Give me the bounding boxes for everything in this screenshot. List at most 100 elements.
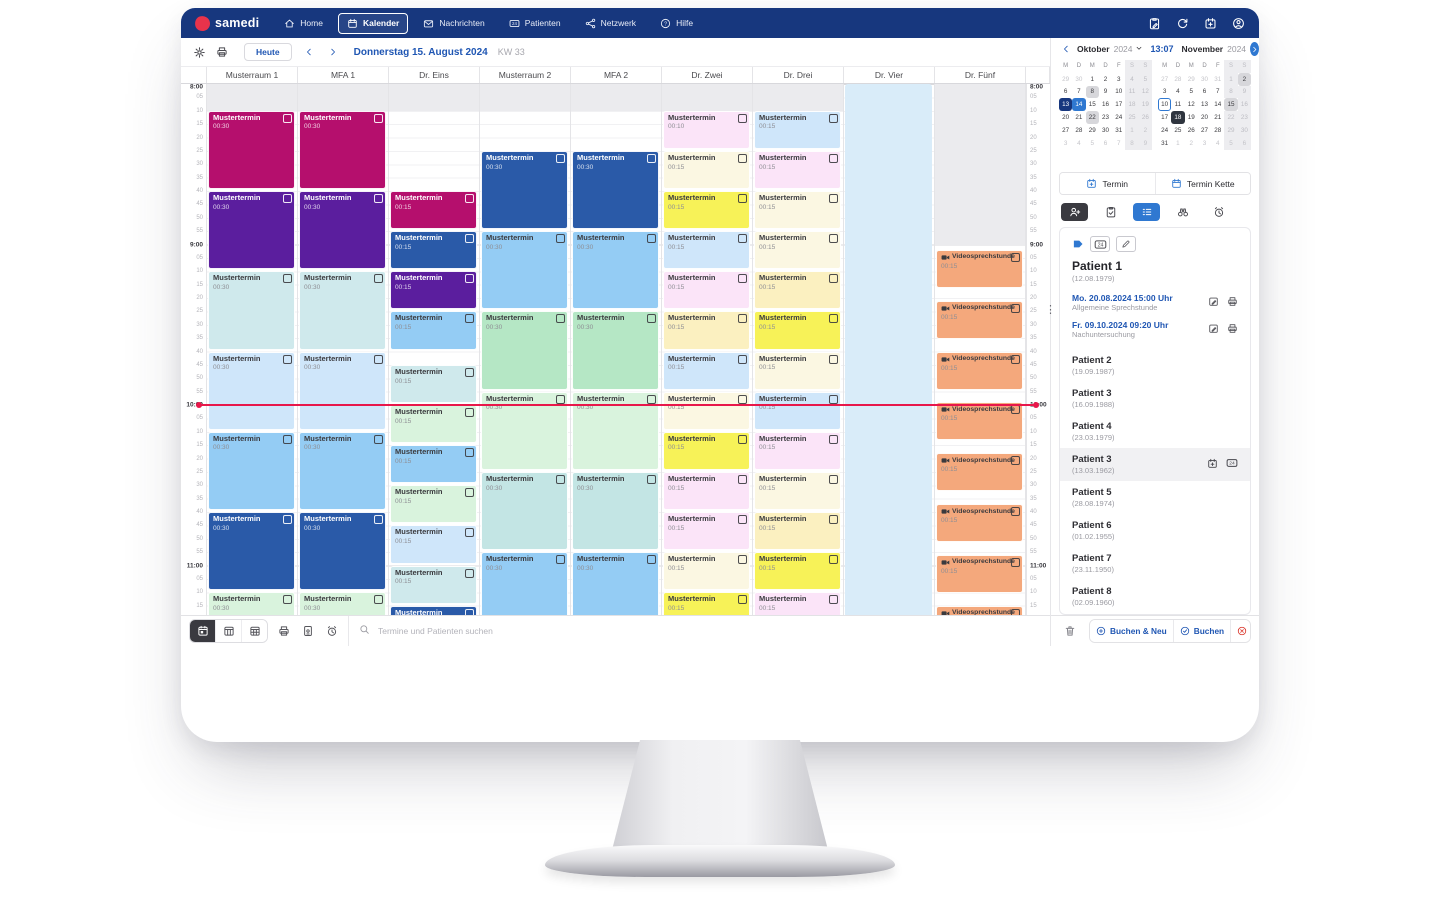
device-overview-icon[interactable] bbox=[300, 625, 316, 637]
mini-calendar-day[interactable]: 6 bbox=[1237, 136, 1251, 150]
calendar-edit-icon[interactable] bbox=[1208, 321, 1219, 339]
mini-calendar-day[interactable]: 3 bbox=[1162, 88, 1167, 96]
mini-calendar-day[interactable]: 26 bbox=[1138, 111, 1152, 124]
mini-calendar-day[interactable]: 23 bbox=[1237, 111, 1251, 124]
appointment-checkbox[interactable] bbox=[374, 595, 383, 605]
mini-calendar-day[interactable]: 19 bbox=[1187, 114, 1195, 122]
patient-list-item[interactable]: Patient 4 (23.03.1979) bbox=[1060, 415, 1250, 448]
appointment[interactable]: Mustertermin 00:30 bbox=[481, 150, 568, 230]
appointment-checkbox[interactable] bbox=[829, 194, 838, 203]
mini-calendar-day[interactable]: 17 bbox=[1161, 114, 1169, 122]
mini-calendar-day[interactable]: 29 bbox=[1224, 123, 1238, 137]
calendar-plus-icon[interactable] bbox=[1207, 456, 1218, 474]
appointment[interactable]: Mustertermin 00:30 bbox=[572, 150, 659, 230]
mini-calendar-day[interactable]: 7 bbox=[1117, 139, 1121, 147]
appointment[interactable]: Mustertermin 00:30 bbox=[481, 552, 568, 615]
appointment-checkbox[interactable] bbox=[374, 434, 383, 444]
mini-calendar-day[interactable]: 27 bbox=[1161, 75, 1169, 83]
appointment-checkbox[interactable] bbox=[283, 194, 292, 203]
view-mode-cal-day[interactable] bbox=[190, 620, 215, 642]
mini-calendar-day[interactable]: 5 bbox=[1138, 72, 1152, 86]
appointment-checkbox[interactable] bbox=[465, 448, 474, 458]
appointment-checkbox[interactable] bbox=[1011, 303, 1020, 313]
appointment-checkbox[interactable] bbox=[374, 194, 383, 203]
appointment-checkbox[interactable] bbox=[556, 394, 565, 404]
mini-calendar-day[interactable]: 2 bbox=[1237, 72, 1251, 86]
mini-calendar-day[interactable]: 15 bbox=[1088, 101, 1096, 109]
calendar-edit-icon[interactable] bbox=[1208, 294, 1219, 312]
appointment-checkbox[interactable] bbox=[465, 608, 474, 615]
mini-calendar-day[interactable]: 28 bbox=[1075, 126, 1083, 134]
mini-calendar-day[interactable]: 12 bbox=[1138, 85, 1152, 99]
patient-list-item[interactable]: Patient 6 (01.02.1955) bbox=[1060, 514, 1250, 547]
month-select-left[interactable]: Oktober 2024 bbox=[1077, 44, 1143, 54]
mini-calendar-day[interactable]: 31 bbox=[1214, 75, 1222, 83]
mini-calendar-day[interactable]: 4 bbox=[1216, 139, 1220, 147]
sidebar-resize-handle[interactable]: ⋮ bbox=[1045, 304, 1056, 316]
buchen-button[interactable]: Buchen bbox=[1172, 620, 1231, 642]
appointment-checkbox[interactable] bbox=[556, 314, 565, 324]
appointment-checkbox[interactable] bbox=[647, 314, 656, 324]
appointment-checkbox[interactable] bbox=[1011, 252, 1020, 262]
mini-calendar-day[interactable]: 19 bbox=[1138, 98, 1152, 112]
mini-calendar-day[interactable]: 4 bbox=[1125, 72, 1139, 86]
mini-calendar-day[interactable]: 24 bbox=[1115, 114, 1123, 122]
mini-calendar-day[interactable]: 29 bbox=[1187, 75, 1195, 83]
appointment-checkbox[interactable] bbox=[556, 474, 565, 484]
appointment-checkbox[interactable] bbox=[1011, 557, 1020, 567]
mini-calendar-day[interactable]: 30 bbox=[1075, 75, 1083, 83]
appointment-checkbox[interactable] bbox=[1011, 506, 1020, 516]
appointment-checkbox[interactable] bbox=[829, 595, 838, 605]
mini-calendar-day[interactable]: 25 bbox=[1125, 111, 1139, 124]
mini-calendar-day[interactable]: 5 bbox=[1090, 139, 1094, 147]
mini-calendar-day[interactable]: 14 bbox=[1072, 98, 1086, 112]
insurance-card-icon[interactable]: 24 bbox=[1226, 456, 1238, 474]
account-icon[interactable] bbox=[1232, 17, 1245, 30]
calendar-plus-icon[interactable] bbox=[1204, 17, 1217, 30]
mini-calendar-day[interactable]: 8 bbox=[1224, 85, 1238, 99]
appointment[interactable]: Mustertermin 00:30 bbox=[572, 552, 659, 615]
appointment-checkbox[interactable] bbox=[283, 354, 292, 364]
settings-gear-icon[interactable] bbox=[193, 46, 206, 59]
appointment[interactable]: Mustertermin 00:30 bbox=[481, 471, 568, 551]
mini-calendar-day[interactable]: 29 bbox=[1088, 126, 1096, 134]
edit-pencil-icon[interactable] bbox=[1116, 236, 1136, 252]
appointment-checkbox[interactable] bbox=[465, 488, 474, 498]
appointment-checkbox[interactable] bbox=[465, 234, 474, 244]
mini-calendar-day[interactable]: 13 bbox=[1059, 98, 1073, 112]
mini-calendar-day[interactable]: 2 bbox=[1138, 123, 1152, 137]
appointment-checkbox[interactable] bbox=[829, 153, 838, 163]
appointment-checkbox[interactable] bbox=[1011, 405, 1020, 415]
mini-calendar-day[interactable]: 28 bbox=[1174, 75, 1182, 83]
mini-calendar-day[interactable]: 9 bbox=[1138, 136, 1152, 150]
print-icon[interactable] bbox=[1227, 321, 1238, 339]
mini-calendar-day[interactable]: 1 bbox=[1176, 139, 1180, 147]
appointment-checkbox[interactable] bbox=[374, 515, 383, 524]
icon-tab-alarm[interactable] bbox=[1205, 203, 1232, 221]
mini-calendar-day[interactable]: 20 bbox=[1062, 114, 1070, 122]
appointment-checkbox[interactable] bbox=[738, 314, 747, 324]
icon-tab-clipboard-check[interactable] bbox=[1097, 203, 1124, 221]
appointment-checkbox[interactable] bbox=[465, 194, 474, 203]
appointment-checkbox[interactable] bbox=[556, 153, 565, 163]
appointment-checkbox[interactable] bbox=[556, 555, 565, 565]
prev-month-icon[interactable] bbox=[1059, 44, 1073, 54]
appointment[interactable]: Mustertermin 00:30 bbox=[299, 271, 386, 350]
mini-calendar-day[interactable]: 22 bbox=[1224, 111, 1238, 124]
appointment-checkbox[interactable] bbox=[829, 434, 838, 444]
